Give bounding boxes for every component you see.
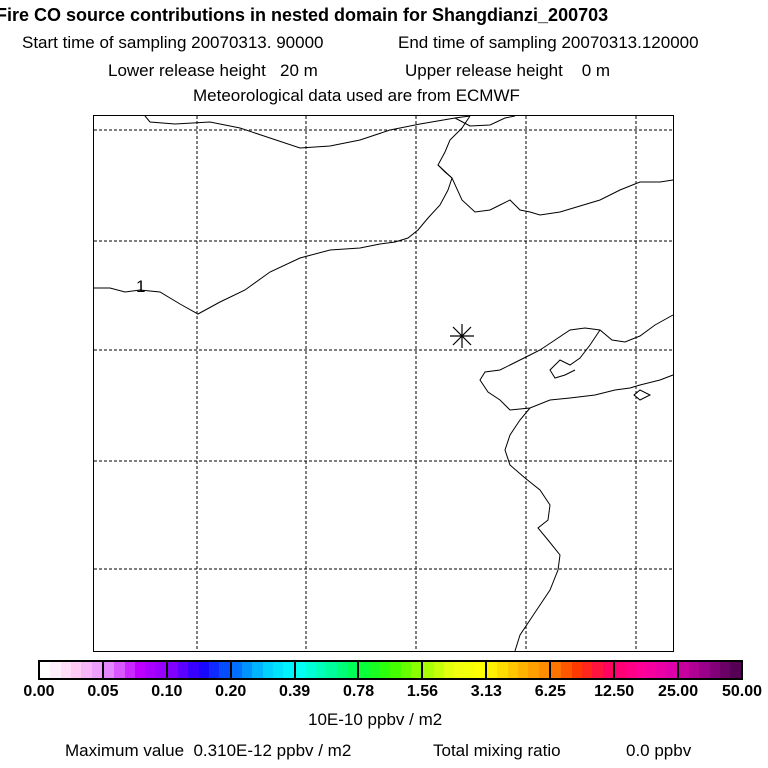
colorbar-cell xyxy=(538,662,549,678)
colorbar-cell xyxy=(390,662,401,678)
colorbar-cell xyxy=(454,662,465,678)
colorbar-cell xyxy=(70,662,82,678)
colorbar-tick-label: 0.10 xyxy=(151,683,183,700)
colorbar-cell xyxy=(602,662,613,678)
colorbar-cell xyxy=(689,662,700,678)
colorbar-cell xyxy=(497,662,508,678)
colorbar-cell xyxy=(262,662,273,678)
colorbar-tick-label: 12.50 xyxy=(594,683,635,700)
map-frame xyxy=(93,115,674,652)
colorbar-tick-label: 0.00 xyxy=(23,683,55,700)
colorbar-cell xyxy=(592,662,603,678)
colorbar-cell xyxy=(720,662,731,678)
colorbar-cell xyxy=(561,662,572,678)
colorbar-cell xyxy=(699,662,710,678)
colorbar-tick-label: 3.13 xyxy=(470,683,502,700)
colorbar-cell xyxy=(198,662,209,678)
colorbar-cell xyxy=(485,662,498,678)
colorbar-cell xyxy=(528,662,539,678)
colorbar-cell xyxy=(101,662,115,678)
colorbar-cell xyxy=(676,662,690,678)
colorbar-cell xyxy=(474,662,486,678)
colorbar-tick-label: 0.20 xyxy=(215,683,247,700)
colorbar-cell xyxy=(209,662,220,678)
colorbar-cell xyxy=(709,662,720,678)
colorbar-cell xyxy=(165,662,179,678)
colorbar-cell xyxy=(518,662,529,678)
grid xyxy=(94,116,673,651)
colorbar-cell xyxy=(421,662,434,678)
colorbar-cell xyxy=(81,662,92,678)
colorbar-cell xyxy=(326,662,337,678)
colorbar-cell xyxy=(656,662,667,678)
colorbar-cell xyxy=(549,662,562,678)
colorbar-cell xyxy=(357,662,370,678)
colorbar-cell xyxy=(625,662,636,678)
colorbar-cell xyxy=(410,662,422,678)
colorbar-cell xyxy=(369,662,380,678)
colorbar-cell xyxy=(60,662,71,678)
colorbar-tick-label: 0.78 xyxy=(342,683,375,700)
colorbar-unit: 10E-10 ppbv / m2 xyxy=(308,710,443,729)
colorbar-cell xyxy=(635,662,646,678)
colorbar-cell xyxy=(155,662,166,678)
colorbar-tick-label: 0.39 xyxy=(279,683,311,700)
colorbar-tick-label: 1.56 xyxy=(406,683,439,700)
total-mixing-ratio-value: 0.0 ppbv xyxy=(626,741,692,760)
colorbar-cell xyxy=(114,662,125,678)
colorbar-tick-label: 25.00 xyxy=(658,683,699,700)
coastlines xyxy=(94,115,674,652)
colorbar-cell xyxy=(571,662,582,678)
colorbar-cell xyxy=(134,662,146,678)
colorbar-cell xyxy=(347,662,358,678)
colorbar-cell xyxy=(40,662,51,678)
start-time: Start time of sampling 20070313. 90000 xyxy=(22,33,324,52)
colorbar-cell xyxy=(336,662,348,678)
colorbar-cell xyxy=(178,662,189,678)
colorbar-tick-label: 50.00 xyxy=(721,683,763,700)
colorbar-cell xyxy=(581,662,593,678)
colorbar-cell xyxy=(219,662,230,678)
colorbar-cell xyxy=(464,662,475,678)
colorbar-cell xyxy=(283,662,294,678)
colorbar-cell xyxy=(612,662,626,678)
colorbar-cell xyxy=(400,662,411,678)
plot-title: Fire CO source contributions in nested d… xyxy=(0,5,609,25)
colorbar-cell xyxy=(252,662,263,678)
colorbar-tick-label: 0.05 xyxy=(87,683,119,700)
colorbar-cell xyxy=(124,662,135,678)
star-icon xyxy=(450,324,474,348)
map: 1 xyxy=(93,115,674,652)
colorbar xyxy=(38,660,743,680)
met-data-source: Meteorological data used are from ECMWF xyxy=(193,86,520,105)
colorbar-cell xyxy=(380,662,391,678)
colorbar-cell xyxy=(241,662,253,678)
colorbar-cell xyxy=(305,662,317,678)
colorbar-cell xyxy=(91,662,102,678)
colorbar-cell xyxy=(316,662,327,678)
colorbar-cell xyxy=(293,662,306,678)
maximum-value: Maximum value 0.310E-12 ppbv / m2 xyxy=(65,741,352,760)
colorbar-cell xyxy=(433,662,444,678)
colorbar-cell xyxy=(145,662,156,678)
colorbar-cell xyxy=(645,662,657,678)
colorbar-cell xyxy=(730,662,741,678)
lower-release-height: Lower release height 20 m xyxy=(108,61,318,80)
colorbar-cell xyxy=(443,662,455,678)
total-mixing-ratio-label: Total mixing ratio xyxy=(433,741,561,760)
colorbar-cell xyxy=(272,662,284,678)
contour-label: 1 xyxy=(136,277,145,296)
colorbar-cell xyxy=(188,662,199,678)
colorbar-cell xyxy=(666,662,677,678)
colorbar-cell xyxy=(229,662,242,678)
end-time: End time of sampling 20070313.120000 xyxy=(398,33,699,52)
colorbar-cell xyxy=(50,662,61,678)
upper-release-height: Upper release height 0 m xyxy=(405,61,611,80)
colorbar-tick-label: 6.25 xyxy=(534,683,566,700)
colorbar-cell xyxy=(507,662,519,678)
